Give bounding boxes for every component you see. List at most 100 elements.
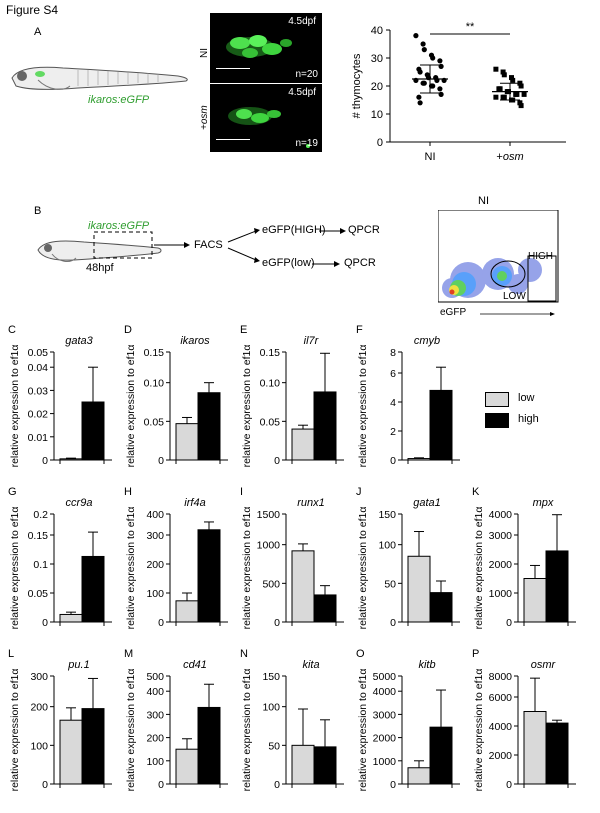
y-tick-label: 150 <box>262 671 280 683</box>
fish-label-b: ikaros:eGFP <box>88 220 150 232</box>
data-point <box>416 94 422 100</box>
panel-letter: K <box>472 486 480 498</box>
data-point <box>517 100 523 106</box>
thymocyte-scatter-chart: 0 10 20 30 40 # thymocytes NI +osm ** <box>351 21 566 163</box>
y-tick-label: 300 <box>30 671 48 683</box>
panel-letter: G <box>8 486 17 498</box>
y-tick-label: 500 <box>262 578 280 590</box>
y-tick-label: 4000 <box>373 686 397 698</box>
bar <box>197 529 221 623</box>
facs-workflow-diagram <box>37 228 346 267</box>
facs-label: FACS <box>194 239 223 251</box>
legend-swatch-high <box>485 413 509 428</box>
y-tick-label: 2000 <box>489 559 513 571</box>
y-tick-label: 200 <box>146 559 164 571</box>
panel-letter: L <box>8 648 14 660</box>
data-point <box>437 58 443 64</box>
chart-title: pu.1 <box>67 659 89 671</box>
micrograph-ni-side: NI <box>199 48 210 58</box>
y-tick-label: 0 <box>158 779 164 791</box>
qpcr-top-label: QPCR <box>348 224 380 236</box>
y-tick-label: 0.15 <box>260 347 281 359</box>
panel-letter: E <box>240 324 247 336</box>
micrograph-ni-stage: 4.5dpf <box>288 16 316 27</box>
figure-title: Figure S4 <box>6 3 59 17</box>
y-tick-label: 0.05 <box>260 416 281 428</box>
bar <box>407 458 431 461</box>
y-tick-label: 40 <box>371 25 383 37</box>
y-tick-label: 100 <box>146 756 164 768</box>
bar <box>313 594 337 623</box>
bar <box>545 722 569 785</box>
data-point <box>437 86 443 92</box>
y-tick-label: 150 <box>378 509 396 521</box>
y-tick-label: 0 <box>506 617 512 629</box>
data-point <box>420 41 426 47</box>
micrograph-osm-count: n=19 <box>295 138 318 149</box>
bar <box>175 600 199 623</box>
chart-title: ccr9a <box>66 497 93 509</box>
micrograph-ni-count: n=20 <box>295 69 318 80</box>
x-tick-label: +osm <box>496 151 523 163</box>
data-point <box>493 66 499 72</box>
bar <box>313 746 337 785</box>
panel-letter: D <box>124 324 132 336</box>
micrograph-osm-stage: 4.5dpf <box>288 87 316 98</box>
chart-title: gata3 <box>65 335 93 347</box>
y-tick-label: 0 <box>42 617 48 629</box>
bar <box>81 708 105 785</box>
y-axis-label: relative expression to ef1α <box>241 507 253 630</box>
chart-title: cd41 <box>183 659 207 671</box>
y-tick-label: 0 <box>274 779 280 791</box>
y-tick-label: 2 <box>390 426 396 438</box>
y-tick-label: 0 <box>390 617 396 629</box>
bar <box>291 428 315 461</box>
y-tick-label: 4000 <box>489 721 513 733</box>
bar <box>313 391 337 461</box>
chart-title: cmyb <box>414 335 440 347</box>
y-tick-label: 8000 <box>489 671 513 683</box>
y-tick-label: 10 <box>371 109 383 121</box>
chart-title: irf4a <box>184 497 205 509</box>
data-point <box>518 83 524 89</box>
y-tick-label: 1000 <box>373 756 397 768</box>
y-tick-label: 0 <box>42 455 48 467</box>
y-axis-label: relative expression to ef1α <box>125 507 137 630</box>
y-tick-label: 0.05 <box>144 416 165 428</box>
data-point <box>500 69 506 75</box>
y-tick-label: 3000 <box>489 530 513 542</box>
panel-letter: J <box>356 486 362 498</box>
y-tick-label: 400 <box>146 686 164 698</box>
y-tick-label: 1000 <box>489 588 513 600</box>
y-axis-label: relative expression to ef1α <box>357 345 369 468</box>
data-point <box>421 47 427 53</box>
y-axis-label: relative expression to ef1α <box>241 669 253 792</box>
y-tick-label: 6 <box>390 368 396 380</box>
y-tick-label: 0.02 <box>28 409 49 421</box>
y-tick-label: 30 <box>371 53 383 65</box>
y-tick-label: 100 <box>146 588 164 600</box>
y-tick-label: 300 <box>146 709 164 721</box>
facs-density-plot <box>438 210 559 316</box>
y-tick-label: 0.15 <box>144 347 165 359</box>
y-tick-label: 20 <box>371 81 383 93</box>
legend-label-low: low <box>518 392 535 404</box>
y-axis-label: relative expression to ef1α <box>125 345 137 468</box>
micrograph-osm: 4.5dpf n=19 <box>210 84 322 152</box>
y-tick-label: 6000 <box>489 692 513 704</box>
data-point <box>514 91 520 97</box>
y-tick-label: 0.05 <box>28 347 49 359</box>
y-tick-label: 400 <box>146 509 164 521</box>
y-axis-label: # thymocytes <box>351 53 363 118</box>
y-tick-label: 1500 <box>257 509 281 521</box>
y-tick-label: 50 <box>268 740 280 752</box>
panel-letter: P <box>472 648 479 660</box>
